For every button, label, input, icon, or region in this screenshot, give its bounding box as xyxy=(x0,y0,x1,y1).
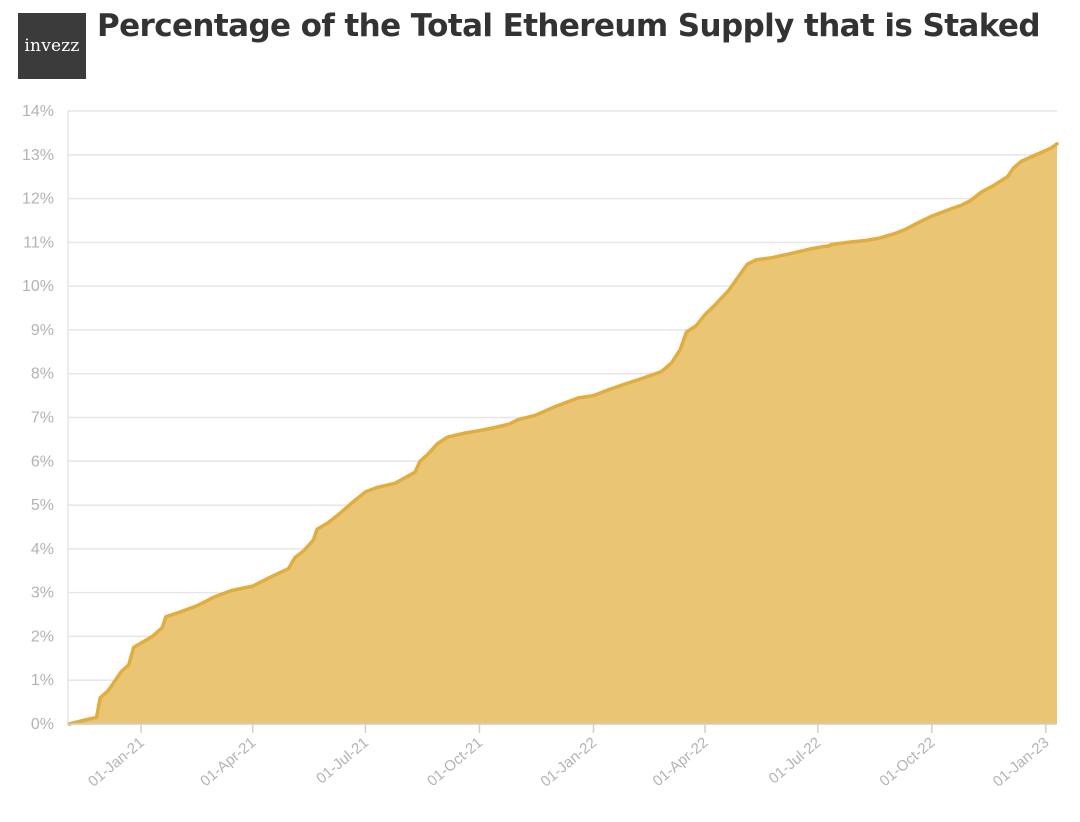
y-axis-ticks: 0% 1% 2% 3% 4% 5% 6% 7% 8% 9% 10% 11% 12% 13% 14% xyxy=(22,103,54,733)
y-tick-label: 11% xyxy=(23,234,54,251)
x-tick-label: 01-Jul-21 xyxy=(313,734,372,787)
y-tick-label: 3% xyxy=(31,585,54,602)
y-tick-label: 5% xyxy=(31,497,54,514)
x-axis-ticks: 01-Jan-21 01-Apr-21 01-Jul-21 01-Oct-21 01-J… xyxy=(85,724,1052,790)
staked-series-line xyxy=(67,142,1059,726)
x-tick-label: 01-Jan-22 xyxy=(537,734,600,790)
x-tick-label: 01-Jan-23 xyxy=(990,734,1053,790)
x-tick-label: 01-Apr-21 xyxy=(197,734,259,790)
y-tick-label: 13% xyxy=(22,147,54,164)
x-tick-label: 01-Jul-22 xyxy=(766,734,825,787)
logo-text: invezz xyxy=(24,36,80,56)
chart-title: Percentage of the Total Ethereum Supply … xyxy=(97,8,1041,44)
y-tick-label: 12% xyxy=(22,191,54,208)
y-tick-label: 10% xyxy=(22,278,54,295)
y-tick-label: 7% xyxy=(31,410,54,427)
y-tick-label: 6% xyxy=(31,453,54,470)
y-tick-label: 8% xyxy=(31,366,54,383)
y-tick-label: 0% xyxy=(31,716,54,733)
x-tick-label: 01-Oct-22 xyxy=(876,734,938,790)
y-tick-label: 1% xyxy=(31,672,54,689)
y-tick-label: 2% xyxy=(31,628,54,645)
x-tick-label: 01-Apr-22 xyxy=(650,734,712,790)
invezz-logo[interactable]: invezz xyxy=(18,13,86,79)
x-tick-label: 01-Jan-21 xyxy=(85,734,148,790)
staked-area-fill xyxy=(69,143,1057,725)
y-tick-label: 9% xyxy=(31,322,54,339)
y-tick-label: 4% xyxy=(31,541,54,558)
y-tick-label: 14% xyxy=(22,103,54,120)
x-tick-label: 01-Oct-21 xyxy=(424,734,486,790)
